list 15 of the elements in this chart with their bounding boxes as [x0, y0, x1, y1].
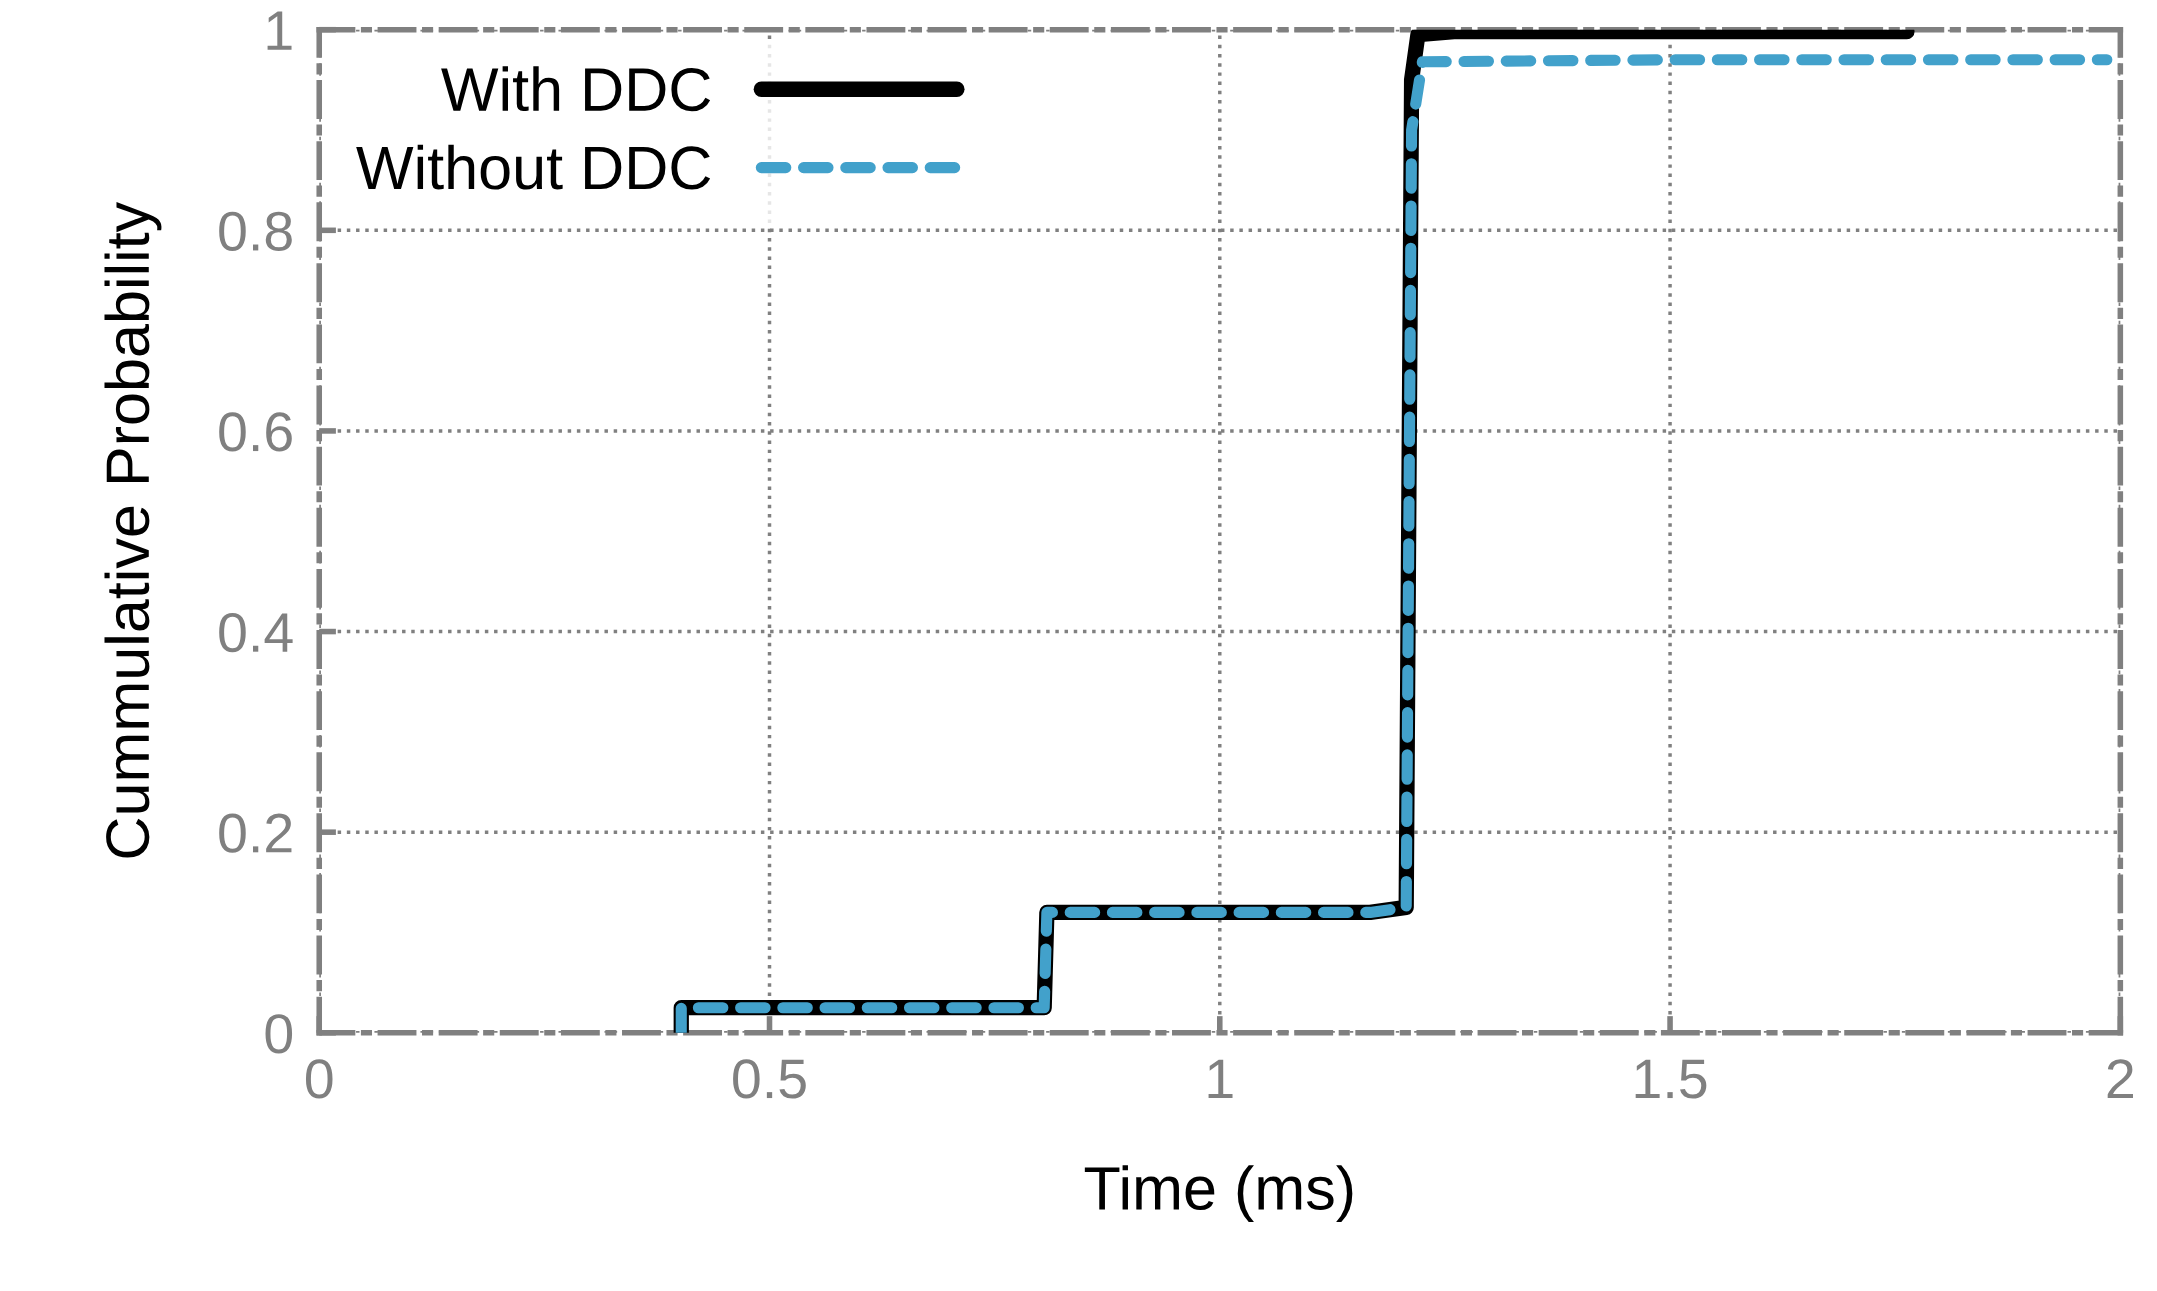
legend-label: With DDC	[441, 66, 711, 112]
x-axis-title: Time (ms)	[1084, 1165, 1353, 1223]
x-tick-label: 2	[2107, 1059, 2133, 1099]
legend-label: Without DDC	[356, 144, 711, 190]
y-tick-label: 0.2	[219, 813, 292, 853]
x-tick-label: 0.5	[733, 1059, 806, 1099]
y-tick-label: 0.4	[219, 612, 293, 653]
y-tick-label: 0.8	[219, 211, 292, 251]
y-tick-label: 0	[265, 1014, 293, 1054]
y-tick-label: 0.6	[219, 412, 292, 452]
y-axis-title: Cummulative Probability	[104, 201, 162, 858]
x-tick-label: 1	[1208, 1059, 1233, 1099]
y-tick-label: 1	[267, 11, 292, 50]
x-tick-label: 0	[305, 1059, 333, 1099]
x-tick-label: 1.5	[1635, 1059, 1707, 1099]
